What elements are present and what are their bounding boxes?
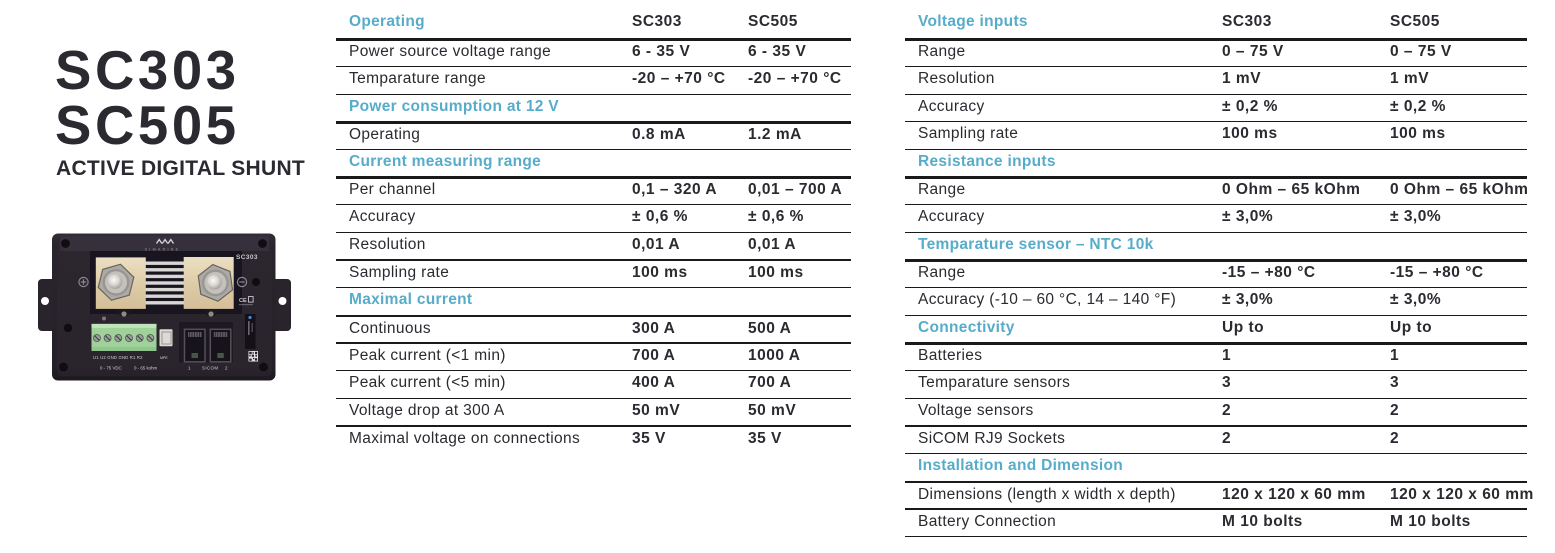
svg-text:SICOM: SICOM	[202, 366, 218, 371]
svg-text:SC303: SC303	[236, 254, 258, 261]
svg-text:SIMARINE: SIMARINE	[145, 248, 181, 252]
svg-text:1: 1	[188, 366, 191, 371]
svg-text:0 - 75 VDC: 0 - 75 VDC	[100, 366, 122, 371]
svg-text:MPE: MPE	[160, 356, 168, 360]
svg-text:0 - 65 kohm: 0 - 65 kohm	[134, 366, 158, 371]
svg-text:2: 2	[225, 366, 228, 371]
svg-text:CE: CE	[239, 298, 247, 304]
svg-text:U1 U2 GND GND R1 R2: U1 U2 GND GND R1 R2	[93, 355, 143, 360]
